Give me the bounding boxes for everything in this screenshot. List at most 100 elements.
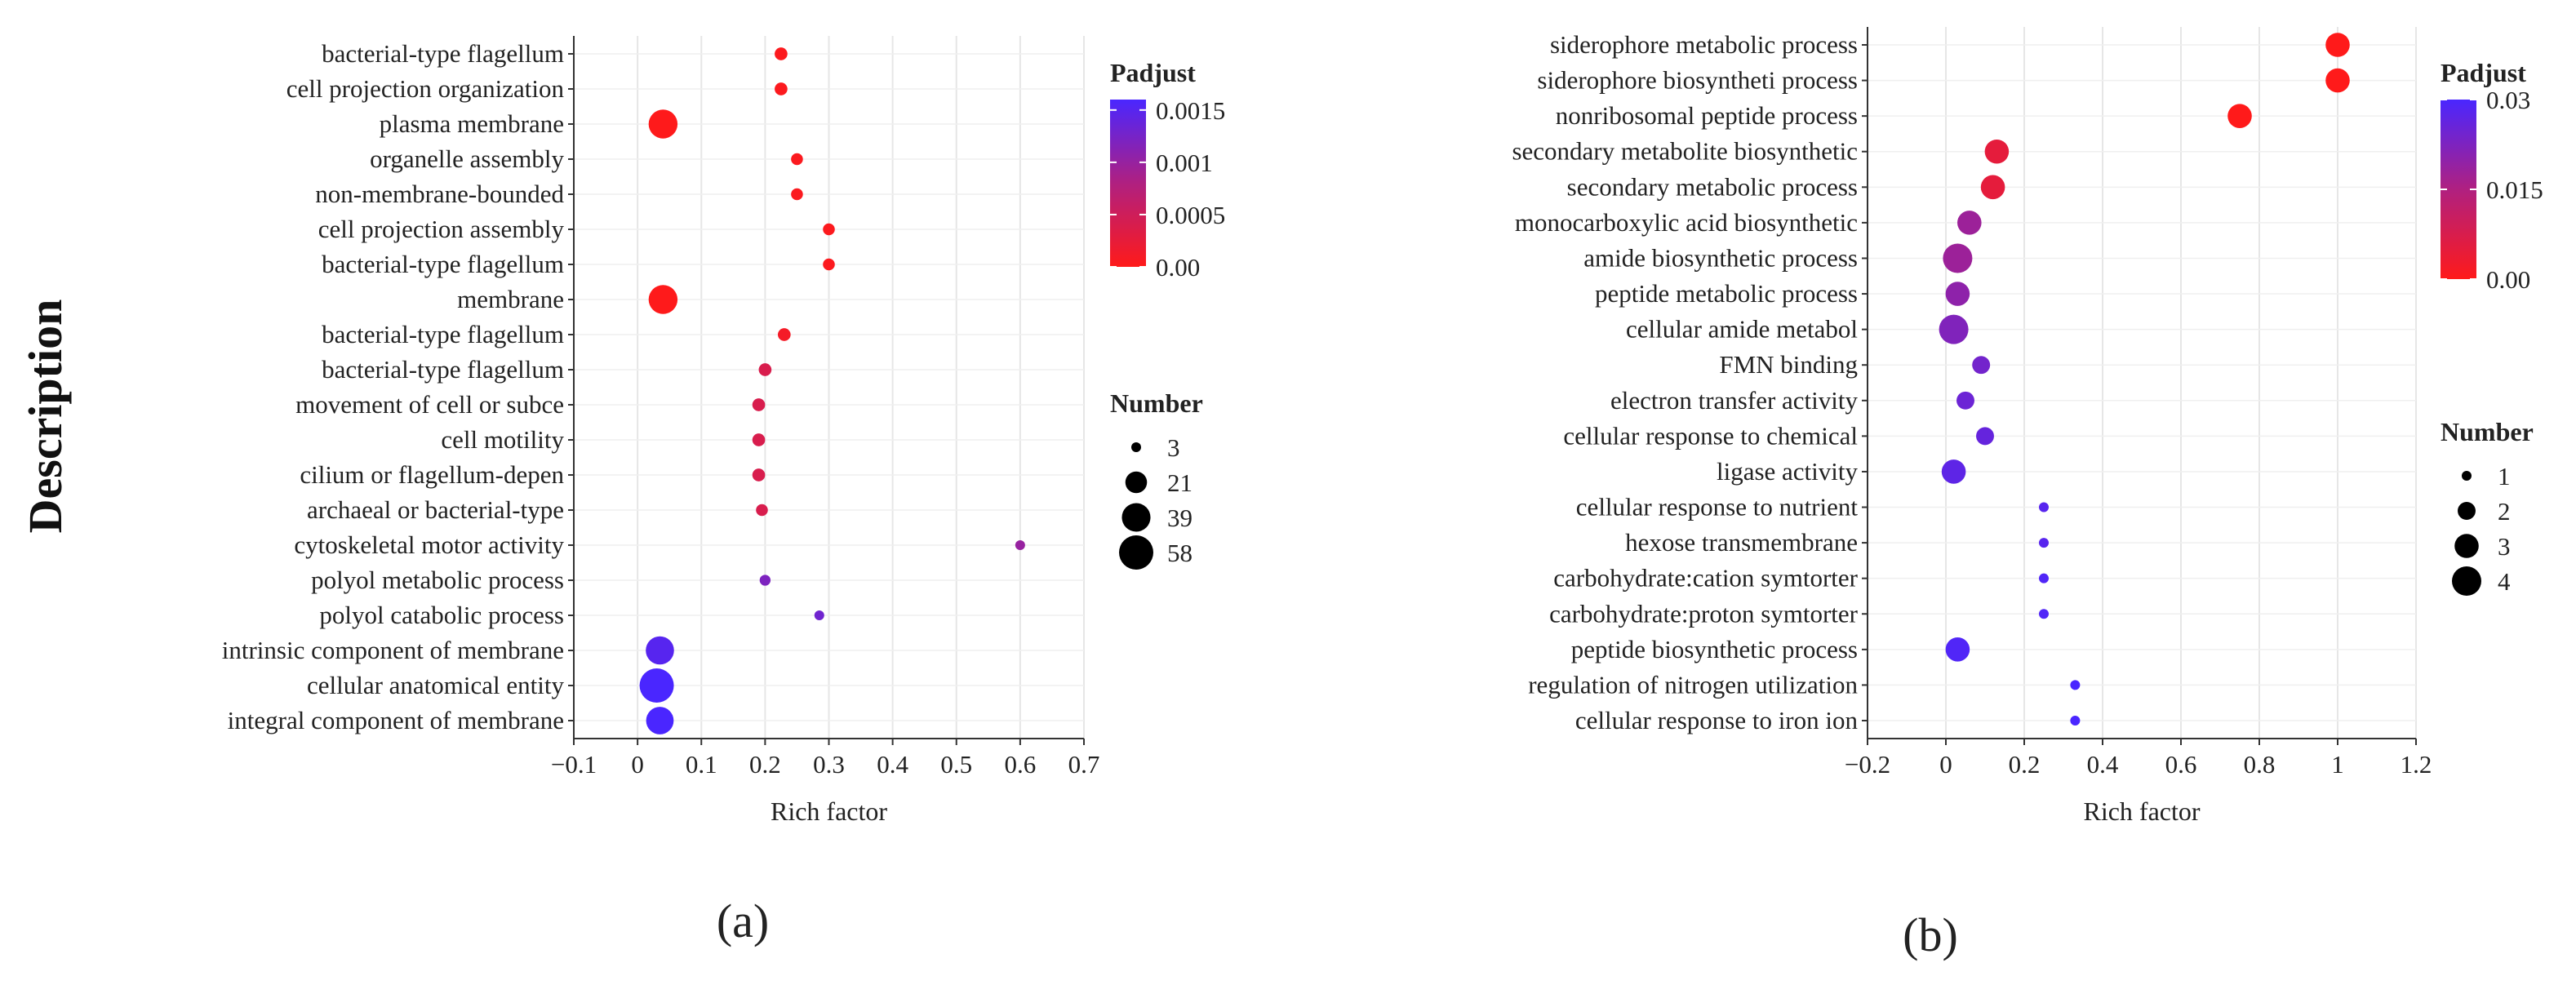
data-point	[2325, 33, 2350, 57]
data-point	[1972, 356, 1991, 375]
color-legend-title: Padjust	[2441, 58, 2526, 87]
category-label: siderophore biosyntheti process	[1537, 66, 1858, 95]
colorbar-tick-label: 0.015	[2486, 175, 2543, 204]
size-legend-dot	[2462, 471, 2472, 481]
data-point	[758, 363, 772, 376]
data-point	[791, 188, 803, 201]
size-legend-title: Number	[1110, 388, 1203, 418]
category-label: membrane	[457, 285, 564, 313]
data-point	[752, 468, 766, 481]
colorbar-tick-label: 0.03	[2486, 86, 2530, 114]
size-legend-dot	[2454, 534, 2479, 558]
category-label: intrinsic component of membrane	[222, 636, 564, 664]
size-legend-dot	[2458, 502, 2476, 520]
category-label: cell motility	[441, 425, 564, 454]
category-label: archaeal or bacterial-type	[307, 495, 564, 524]
size-legend-label: 4	[2498, 567, 2511, 596]
data-point	[2039, 609, 2049, 619]
data-point	[1945, 637, 1970, 662]
panel-b-chart: siderophore metabolic process siderophore…	[1512, 27, 2432, 826]
category-label: polyol catabolic process	[319, 601, 564, 629]
category-label: ligase activity	[1717, 457, 1859, 486]
category-label: non-membrane-bounded	[315, 180, 564, 208]
size-legend-label: 21	[1167, 468, 1193, 497]
panel-a-legends: Padjust 0.00 0.0005 0.001 0.0015 Number 3 21 39 5…	[1110, 58, 1225, 570]
category-label: cell projection assembly	[318, 215, 565, 243]
x-tick-label: 0.7	[1068, 750, 1100, 779]
size-legend-label: 3	[2498, 532, 2511, 561]
x-tick-label: 0.2	[749, 750, 781, 779]
data-point	[756, 504, 768, 517]
category-label: carbohydrate:proton symtorter	[1549, 599, 1859, 628]
category-label: cellular response to iron ion	[1575, 706, 1859, 734]
data-point	[823, 223, 835, 236]
data-point	[775, 47, 788, 60]
data-point	[752, 433, 766, 446]
data-point	[791, 153, 803, 166]
data-point	[1984, 139, 2010, 164]
x-tick-label: 0.5	[940, 750, 972, 779]
data-point	[1943, 243, 1973, 273]
category-label: siderophore metabolic process	[1550, 30, 1858, 59]
size-legend-label: 58	[1167, 539, 1193, 567]
category-label: regulation of nitrogen utilization	[1528, 670, 1858, 699]
data-point	[639, 668, 674, 703]
category-label: FMN binding	[1719, 350, 1858, 379]
size-legend-dot	[1121, 503, 1151, 532]
data-point	[2227, 104, 2252, 128]
category-label: hexose transmembrane	[1625, 528, 1858, 557]
color-legend-title: Padjust	[1110, 58, 1196, 87]
data-point	[2070, 680, 2081, 690]
category-label: monocarboxylic acid biosynthetic	[1515, 208, 1858, 237]
data-point	[1939, 314, 1969, 344]
category-label: cell projection organization	[286, 74, 565, 103]
size-legend-dot	[2452, 566, 2481, 596]
x-tick-label: 0.3	[813, 750, 845, 779]
category-label: bacterial-type flagellum	[322, 250, 564, 278]
data-point	[646, 636, 674, 665]
x-tick-label: 1.2	[2401, 750, 2432, 779]
data-point	[1941, 459, 1966, 484]
size-legend-label: 3	[1167, 433, 1180, 462]
data-point	[648, 109, 678, 139]
x-tick-label: 0.1	[686, 750, 717, 779]
category-label: peptide metabolic process	[1595, 279, 1858, 308]
panel-b-label: (b)	[1903, 908, 1958, 961]
x-axis-title: Rich factor	[2083, 797, 2200, 826]
category-label: carbohydrate:cation symtorter	[1553, 564, 1858, 592]
colorbar-tick-label: 0.0005	[1156, 201, 1225, 229]
category-label: secondary metabolic process	[1567, 172, 1858, 201]
data-point	[775, 82, 788, 95]
data-point	[1957, 211, 1982, 235]
panel-b-legends: Padjust 0.00 0.015 0.03 Number 1 2 3 4	[2441, 58, 2543, 596]
category-label: cilium or flagellum-depen	[300, 460, 564, 489]
colorbar-tick-label: 0.00	[2486, 265, 2530, 294]
data-point	[823, 258, 835, 271]
category-label: movement of cell or subce	[295, 390, 564, 419]
x-tick-label: 0.8	[2244, 750, 2276, 779]
category-label: secondary metabolite biosynthetic	[1512, 137, 1858, 166]
data-point	[646, 707, 674, 734]
data-point	[2039, 538, 2049, 548]
category-label: polyol metabolic process	[311, 566, 564, 594]
panel-a-label: (a)	[717, 894, 769, 947]
size-legend-dot	[1131, 442, 1141, 452]
data-point	[1015, 540, 1025, 550]
data-point	[2070, 716, 2081, 726]
category-label: organelle assembly	[370, 144, 564, 173]
size-legend-label: 1	[2498, 462, 2511, 490]
category-label: bacterial-type flagellum	[322, 355, 564, 384]
x-tick-label: 0	[1939, 750, 1952, 779]
x-axis-title: Rich factor	[771, 797, 887, 826]
data-point	[2039, 502, 2049, 513]
colorbar	[1110, 100, 1146, 267]
category-label: cellular response to chemical	[1563, 421, 1858, 450]
data-point	[1976, 427, 1994, 446]
size-legend-title: Number	[2441, 417, 2534, 446]
category-label: electron transfer activity	[1610, 386, 1858, 415]
panel-a-chart: bacterial-type flagellum cell projection …	[222, 36, 1100, 826]
data-point	[1956, 391, 1974, 410]
x-tick-label: 0	[631, 750, 644, 779]
data-point	[2325, 68, 2350, 93]
